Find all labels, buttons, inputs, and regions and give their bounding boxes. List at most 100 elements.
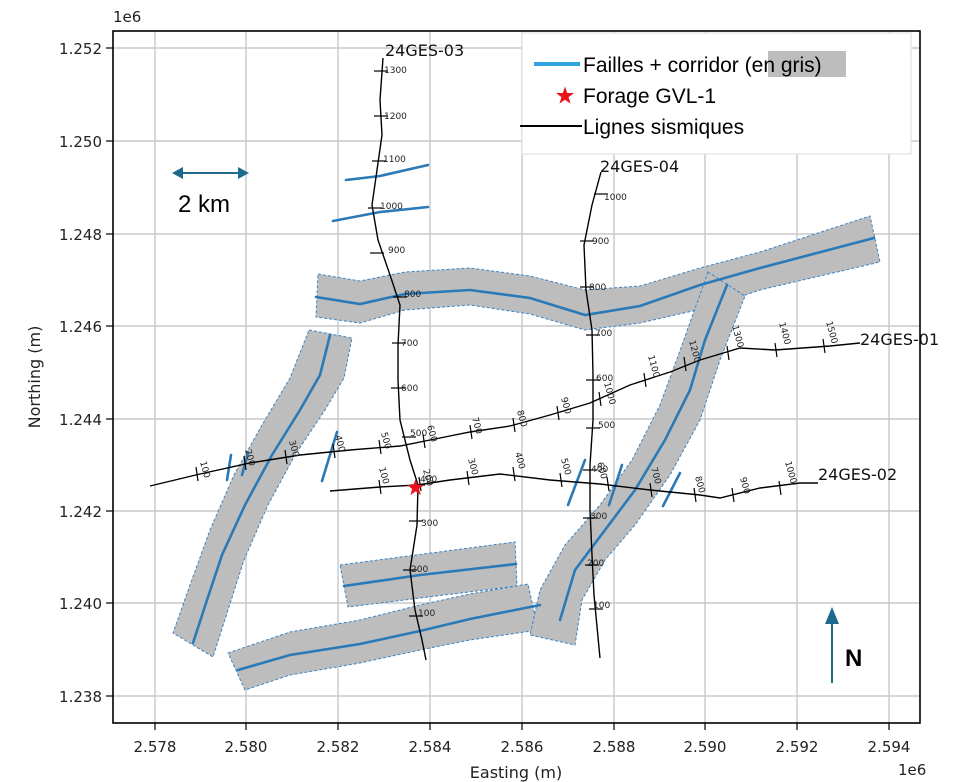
- shot-label: 800: [514, 409, 528, 428]
- fault-short-1: [344, 163, 430, 182]
- y-tick-label: 1.238: [59, 688, 102, 706]
- shot-label: 500: [598, 421, 615, 431]
- shot-label: 200: [242, 448, 256, 467]
- shot-label: 1200: [384, 112, 407, 122]
- line-name-24GES-03: 24GES-03: [385, 41, 464, 60]
- x-tick-label: 2.588: [593, 738, 636, 756]
- x-tick-label: 2.594: [868, 738, 911, 756]
- y-tick-label: 1.252: [59, 40, 102, 58]
- shot-label: 200: [411, 565, 428, 575]
- shot-label: 800: [589, 283, 606, 293]
- shot-label: 300: [286, 439, 300, 458]
- shot-label: 500: [378, 431, 392, 450]
- shot-label: 1000: [782, 460, 798, 485]
- y-tick-label: 1.240: [59, 595, 102, 613]
- shot-label: 900: [592, 237, 609, 247]
- shot-label: 100: [593, 601, 610, 611]
- well-star-icon: [407, 478, 425, 496]
- shot-label: 100: [376, 466, 390, 485]
- y-multiplier: 1e6: [113, 8, 141, 26]
- shot-label: 400: [591, 465, 608, 475]
- x-multiplier: 1e6: [898, 761, 926, 779]
- y-tick-label: 1.250: [59, 133, 102, 151]
- shot-label: 400: [420, 475, 437, 485]
- y-axis-label: Northing (m): [25, 326, 44, 429]
- shot-label: 1000: [604, 193, 627, 203]
- seismic-lines: [149, 57, 861, 661]
- fault-east: [558, 283, 729, 622]
- legend-lines-label: Lignes sismiques: [583, 116, 744, 139]
- shot-label: 400: [332, 434, 346, 453]
- line-name-24GES-04: 24GES-04: [600, 157, 679, 176]
- x-tick-label: 2.584: [409, 738, 452, 756]
- shot-label: 700: [648, 466, 662, 485]
- seismic-line-24GES-04: [583, 171, 602, 659]
- x-tick-label: 2.590: [684, 738, 727, 756]
- shot-label: 900: [737, 476, 751, 495]
- shot-label: 100: [197, 460, 211, 479]
- corridor-east: [529, 271, 746, 646]
- north-label: N: [845, 645, 862, 672]
- y-tick-labels: 1.252 1.250 1.248 1.246 1.244 1.242 1.24…: [59, 40, 102, 706]
- shot-ticks: [195, 70, 826, 617]
- corridor-north: [315, 215, 881, 331]
- fault-short-8: [661, 471, 682, 508]
- shot-label: 1000: [380, 202, 403, 212]
- legend-grey-patch: [768, 51, 846, 77]
- y-tick-label: 1.244: [59, 411, 102, 429]
- legend-faults-label: Failles + corridor (en gris): [583, 54, 822, 77]
- shot-label: 500: [410, 429, 427, 439]
- legend-star-icon: [555, 86, 575, 104]
- shot-label: 300: [465, 457, 479, 476]
- north-arrow: N: [825, 607, 862, 683]
- shot-label: 1500: [823, 320, 839, 345]
- shot-label: 600: [401, 384, 418, 394]
- fault-short-2: [331, 205, 430, 223]
- shot-label: 200: [587, 559, 604, 569]
- legend-box: [521, 32, 912, 155]
- fault-south-lower: [236, 603, 542, 672]
- plot-frame: [112, 30, 921, 724]
- shot-label: 1100: [383, 155, 406, 165]
- shot-label: 1400: [776, 321, 792, 346]
- shot-label: 300: [590, 512, 607, 522]
- axis-ticks: [106, 47, 890, 730]
- seismic-line-24GES-03: [371, 57, 427, 661]
- shot-label: 200: [420, 468, 434, 487]
- shot-label: 800: [692, 475, 706, 494]
- x-tick-label: 2.580: [225, 738, 268, 756]
- x-tick-label: 2.582: [317, 738, 360, 756]
- fault-corridors: [172, 215, 881, 691]
- legend-well-label: Forage GVL-1: [583, 85, 716, 108]
- fault-south-upper: [342, 562, 518, 588]
- scale-bar: 2 km: [172, 167, 249, 218]
- shot-label: 700: [595, 329, 612, 339]
- shot-label: 600: [594, 461, 608, 480]
- x-tick-label: 2.592: [776, 738, 819, 756]
- shot-label: 1300: [384, 66, 407, 76]
- shot-label: 500: [558, 457, 572, 476]
- shot-label: 800: [404, 290, 421, 300]
- x-tick-label: 2.578: [134, 738, 177, 756]
- shot-label: 300: [421, 519, 438, 529]
- fault-traces: [191, 163, 876, 672]
- shot-label: 1100: [645, 354, 661, 379]
- shot-label: 700: [469, 416, 483, 435]
- fault-short-5: [320, 430, 339, 483]
- shot-label: 600: [596, 374, 613, 384]
- seismic-line-24GES-01: [149, 342, 861, 487]
- north-arrow-icon: [825, 607, 839, 624]
- x-tick-labels: 2.578 2.580 2.582 2.584 2.586 2.588 2.59…: [134, 738, 911, 756]
- fault-north: [314, 236, 876, 317]
- corridor-west: [172, 329, 353, 658]
- shot-label: 400: [512, 451, 526, 470]
- shot-label: 1300: [729, 324, 745, 349]
- shot-label: 900: [558, 396, 572, 415]
- shot-label: 100: [418, 609, 435, 619]
- y-tick-label: 1.242: [59, 503, 102, 521]
- x-tick-label: 2.586: [501, 738, 544, 756]
- y-tick-label: 1.246: [59, 318, 102, 336]
- line-name-24GES-02: 24GES-02: [818, 465, 897, 484]
- line-name-24GES-01: 24GES-01: [860, 330, 939, 349]
